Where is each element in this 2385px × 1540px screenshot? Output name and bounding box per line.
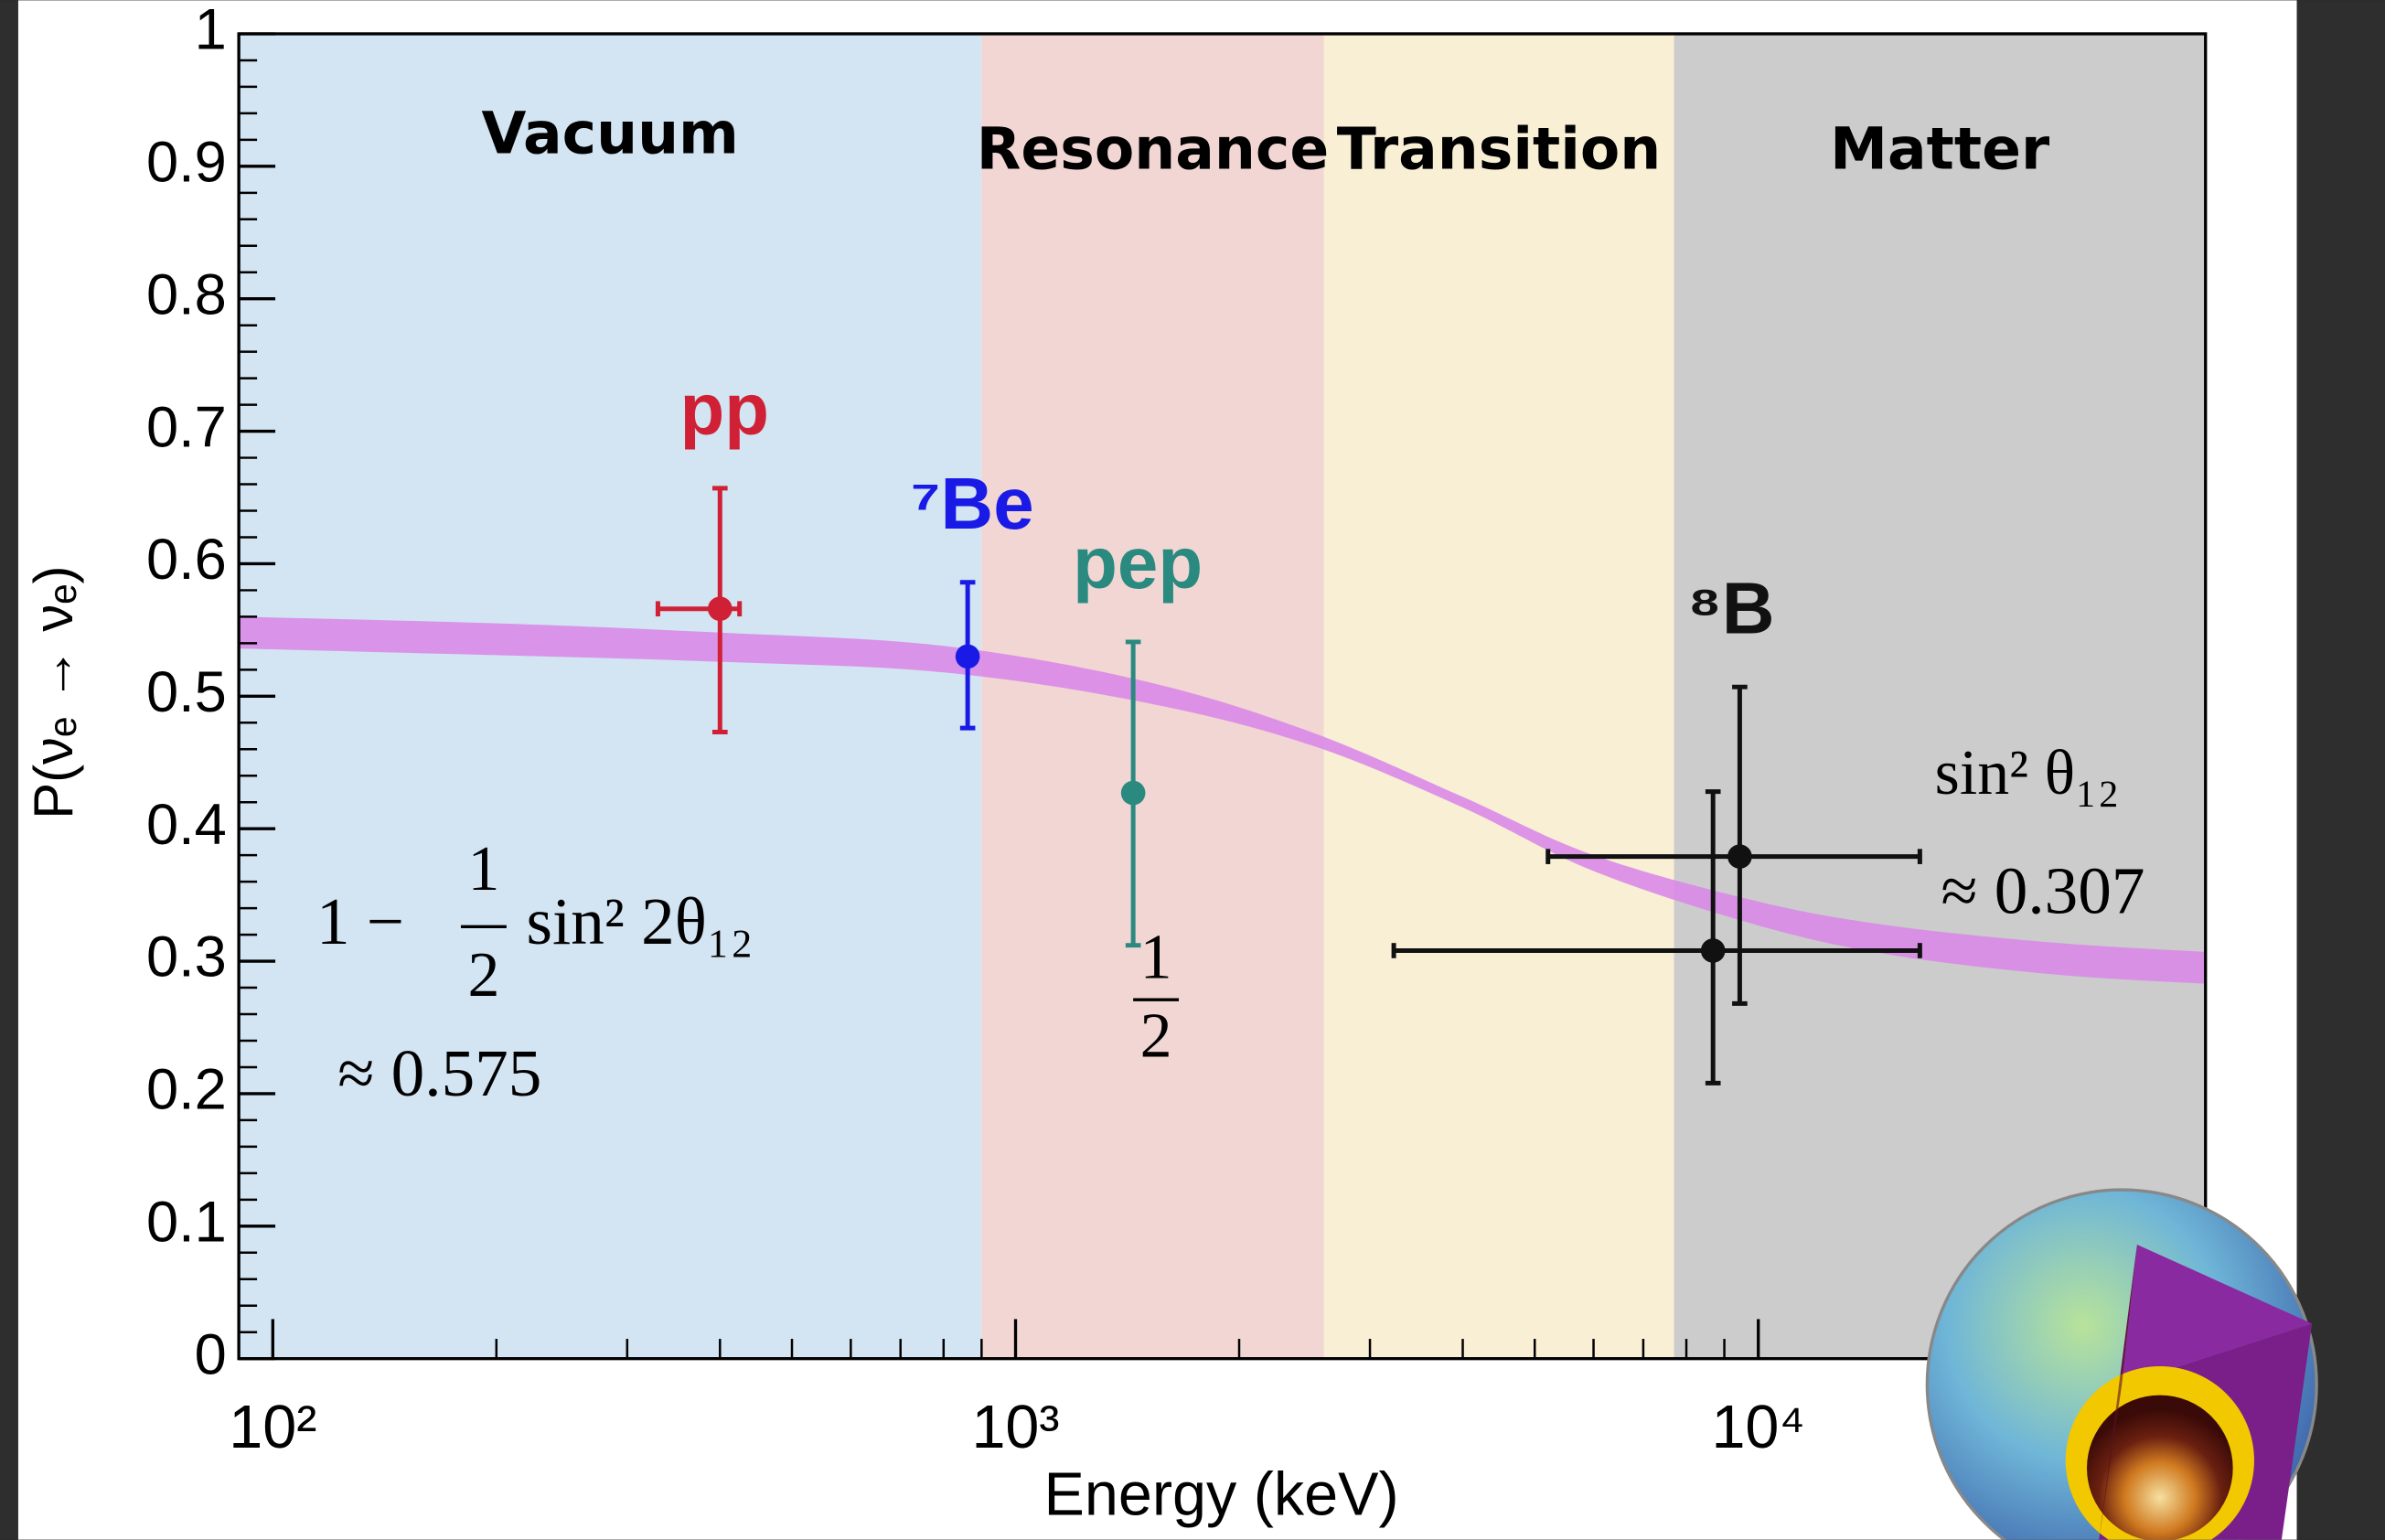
- series-label: pep: [1073, 522, 1203, 604]
- region-label: Matter: [1830, 114, 2049, 182]
- y-tick-label: 1: [195, 0, 227, 62]
- matter-value: ≈ 0.307: [1941, 854, 2144, 928]
- y-tick-label: 0: [195, 1322, 227, 1386]
- y-axis-label: P(νₑ → νₑ): [23, 566, 84, 819]
- region-label: Transition: [1337, 114, 1661, 182]
- x-tick-label: 10²: [229, 1394, 316, 1461]
- formula-tail: sin² 2θ₁₂: [526, 884, 753, 958]
- half-den: 2: [1140, 1001, 1172, 1072]
- half-num: 1: [1140, 922, 1172, 992]
- y-tick-label: 0.5: [146, 660, 227, 724]
- region-label: Vacuum: [482, 100, 739, 167]
- region-band: [239, 34, 981, 1359]
- data-point: [1727, 844, 1752, 869]
- data-point: [1701, 938, 1726, 963]
- series-label: pp: [680, 369, 770, 450]
- data-point: [956, 645, 980, 669]
- x-axis-label: Energy (keV): [1044, 1460, 1399, 1528]
- series-label: ⁸B: [1687, 567, 1774, 648]
- region-band: [1674, 34, 2206, 1359]
- region-band: [1324, 34, 1674, 1359]
- y-tick-label: 0.4: [146, 793, 227, 857]
- y-tick-label: 0.3: [146, 925, 227, 989]
- formula-num: 1: [467, 834, 499, 904]
- matter-formula: sin² θ₁₂: [1935, 738, 2120, 808]
- formula-lead: 1 −: [316, 884, 404, 958]
- series-label: ⁷Be: [911, 463, 1034, 544]
- y-tick-label: 0.8: [146, 262, 227, 326]
- y-tick-label: 0.1: [146, 1191, 227, 1255]
- x-tick-label: 10⁴: [1711, 1394, 1805, 1461]
- y-tick-label: 0.7: [146, 395, 227, 459]
- x-tick-label: 10³: [971, 1394, 1059, 1461]
- y-tick-label: 0.2: [146, 1058, 227, 1122]
- chart: Vacuum ResonanceTransition Matter 0 0.1 0.2 0.…: [0, 0, 2385, 1540]
- y-tick-label: 0.9: [146, 131, 227, 195]
- formula-value: ≈ 0.575: [337, 1036, 541, 1110]
- formula-den: 2: [467, 940, 499, 1011]
- page: Vacuum ResonanceTransition Matter 0 0.1 0.2 0.…: [0, 0, 2385, 1540]
- region-label: Resonance: [977, 114, 1329, 182]
- data-point: [1121, 781, 1146, 806]
- y-tick-label: 0.6: [146, 528, 227, 592]
- data-point: [708, 596, 733, 621]
